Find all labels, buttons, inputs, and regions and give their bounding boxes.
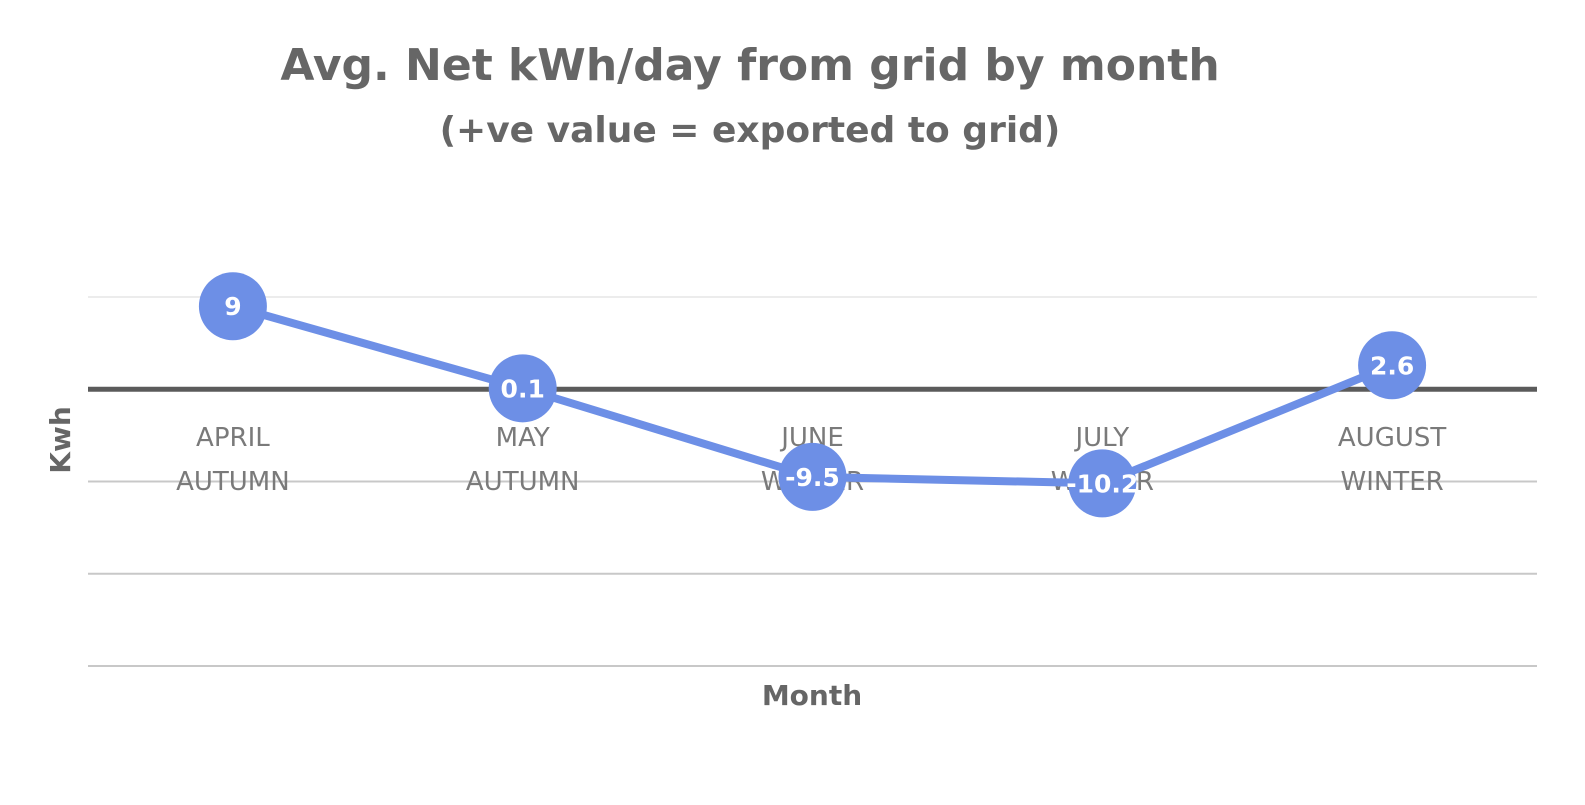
x-axis-title: Month bbox=[762, 679, 862, 712]
data-point bbox=[1068, 449, 1137, 518]
gridlines bbox=[88, 296, 1537, 667]
chart-subtitle: (+ve value = exported to grid) bbox=[440, 110, 1061, 151]
category-label: AUGUST bbox=[1338, 423, 1446, 453]
data-label: 0.1 bbox=[501, 374, 545, 403]
data-label: 9 bbox=[224, 292, 241, 321]
category-labels: APRILAUTUMNMAYAUTUMNJUNEWINTERJULYWINTER… bbox=[176, 423, 1446, 497]
y-axis-title: Kwh bbox=[44, 406, 77, 474]
data-point bbox=[198, 272, 267, 341]
series-layer: 9 0.1 -9.5 -10.2 2.6 bbox=[198, 272, 1427, 518]
category-label: JULY bbox=[1073, 423, 1129, 453]
category-label: APRIL bbox=[196, 423, 270, 453]
data-label: -10.2 bbox=[1066, 469, 1138, 498]
category-label: AUTUMN bbox=[176, 467, 290, 497]
category-label: AUTUMN bbox=[466, 467, 580, 497]
data-label: 2.6 bbox=[1370, 351, 1414, 380]
chart-title: Avg. Net kWh/day from grid by month bbox=[280, 40, 1219, 91]
data-label: -9.5 bbox=[785, 463, 840, 492]
data-point bbox=[1358, 331, 1427, 400]
category-label: WINTER bbox=[1340, 467, 1443, 497]
data-point bbox=[778, 442, 847, 511]
category-label: MAY bbox=[496, 423, 550, 453]
data-point bbox=[488, 354, 557, 423]
